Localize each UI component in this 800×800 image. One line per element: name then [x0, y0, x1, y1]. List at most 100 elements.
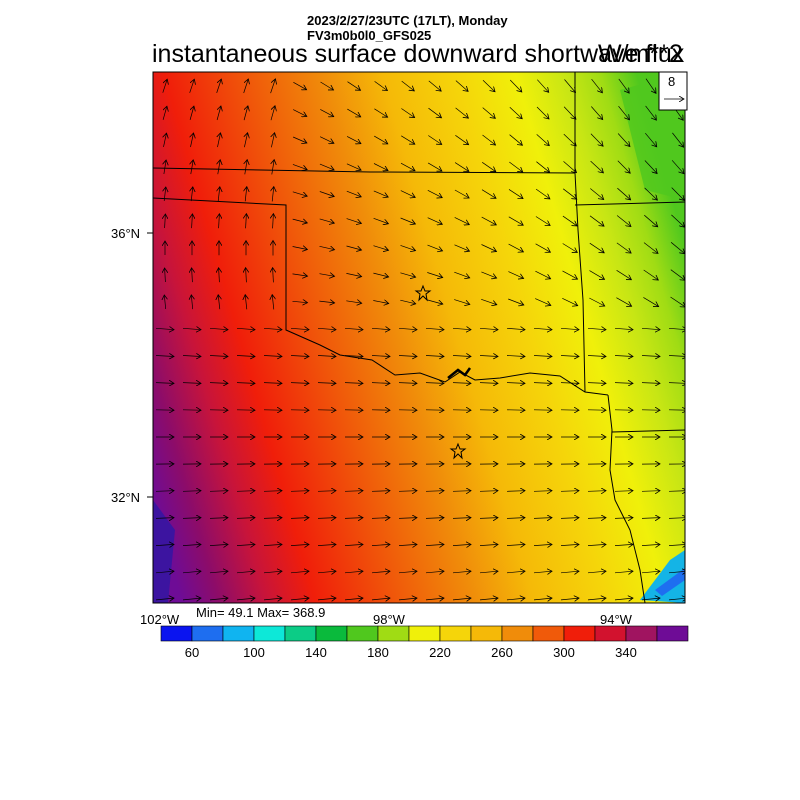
wind-arrow — [668, 518, 685, 519]
wind-arrow — [209, 356, 228, 357]
wind-arrow — [165, 268, 166, 283]
wind-arrow — [533, 544, 552, 545]
wind-arrow — [452, 328, 471, 329]
wind-arrow — [645, 105, 657, 120]
wind-arrow — [590, 160, 604, 173]
wind-arrow — [236, 571, 255, 573]
wind-arrow — [219, 268, 220, 283]
wind-arrow — [590, 188, 603, 200]
wind-arrow — [344, 383, 363, 384]
wind-arrow — [209, 328, 228, 329]
wind-arrow — [482, 107, 496, 119]
wind-arrow — [508, 243, 524, 252]
wind-arrow — [560, 356, 579, 357]
wind-arrow — [425, 544, 444, 545]
wind-arrow — [509, 134, 523, 146]
wind-arrow — [508, 189, 523, 198]
wind-arrow — [346, 245, 362, 250]
wind-arrow — [452, 383, 471, 384]
wind-arrow — [506, 571, 525, 573]
wind-arrow — [245, 187, 247, 202]
wind-arrow — [425, 491, 444, 492]
wind-arrow — [481, 298, 497, 304]
wind-arrow — [427, 244, 443, 251]
wind-arrow — [400, 217, 416, 224]
lon-label-102w: 102°W — [140, 612, 180, 627]
wind-arrow — [371, 518, 390, 519]
wind-arrow — [374, 108, 387, 117]
wind-arrow — [643, 297, 658, 306]
wind-arrow — [591, 106, 602, 120]
wind-arrow — [668, 328, 685, 329]
wind-arrow — [587, 328, 606, 329]
min-max-label: Min= 49.1 Max= 368.9 — [196, 605, 326, 620]
wind-arrow — [455, 135, 468, 144]
wind-arrow — [506, 598, 525, 600]
wind-arrow — [560, 598, 579, 600]
wind-arrow — [292, 219, 308, 223]
wind-arrow — [481, 244, 497, 252]
wind-arrow — [455, 80, 468, 92]
wind-arrow — [425, 598, 444, 600]
wind-arrow — [644, 187, 658, 200]
wind-arrow — [236, 544, 255, 545]
wind-arrow — [479, 383, 498, 384]
wind-arrow — [506, 328, 525, 329]
wind-arrow — [190, 106, 194, 120]
wind-arrow — [587, 518, 606, 519]
wind-arrow — [533, 356, 552, 357]
wind-vectors — [155, 78, 685, 600]
wind-arrow — [400, 300, 415, 304]
wind-arrow — [219, 214, 220, 229]
lat-label-36n: 36°N — [111, 226, 141, 241]
wind-arrow — [319, 301, 334, 303]
wind-arrow — [668, 383, 685, 384]
wind-arrow — [273, 214, 274, 229]
wind-arrow — [189, 79, 195, 93]
wind-arrow — [243, 79, 249, 94]
wind-arrow — [398, 544, 417, 545]
wind-arrow — [614, 571, 633, 573]
wind-arrow — [533, 328, 552, 329]
wind-arrow — [218, 160, 220, 175]
wind-arrow — [617, 133, 630, 147]
wind-arrow — [319, 136, 334, 144]
wind-arrow — [371, 571, 390, 573]
wind-arrow — [398, 491, 417, 492]
wind-arrow — [616, 270, 632, 279]
wind-arrow — [346, 190, 361, 197]
wind-arrow — [536, 106, 549, 119]
wind-arrow — [270, 79, 276, 94]
wind-arrow — [454, 299, 470, 305]
wind-arrow — [509, 107, 522, 118]
wind-arrow — [533, 571, 552, 573]
wind-arrow — [454, 244, 470, 251]
wind-arrow — [562, 243, 578, 253]
wind-arrow — [290, 328, 309, 329]
wind-arrow — [216, 79, 222, 94]
wind-arrow — [398, 571, 417, 573]
wind-arrow — [290, 571, 309, 573]
wind-arrow — [217, 106, 221, 121]
wind-arrow — [452, 571, 471, 573]
wind-arrow — [425, 383, 444, 384]
wind-arrow — [165, 214, 166, 229]
wind-arrow — [272, 187, 274, 202]
wind-arrow — [344, 491, 363, 492]
wind-arrow — [455, 107, 469, 118]
wind-arrow — [614, 544, 633, 545]
wind-arrow — [192, 268, 193, 283]
wind-arrow — [587, 598, 606, 600]
wind-arrow — [292, 136, 307, 143]
wind-arrow — [671, 160, 684, 173]
wind-arrow — [479, 544, 498, 545]
wind-arrow — [536, 161, 549, 173]
city-star-marker — [414, 284, 432, 302]
wind-arrow — [292, 164, 307, 169]
wind-arrow — [644, 160, 657, 174]
wind-arrow — [668, 544, 685, 545]
wind-arrow — [533, 598, 552, 600]
wind-arrow — [347, 81, 361, 91]
wind-arrow — [454, 189, 469, 198]
wind-arrow — [290, 598, 309, 600]
